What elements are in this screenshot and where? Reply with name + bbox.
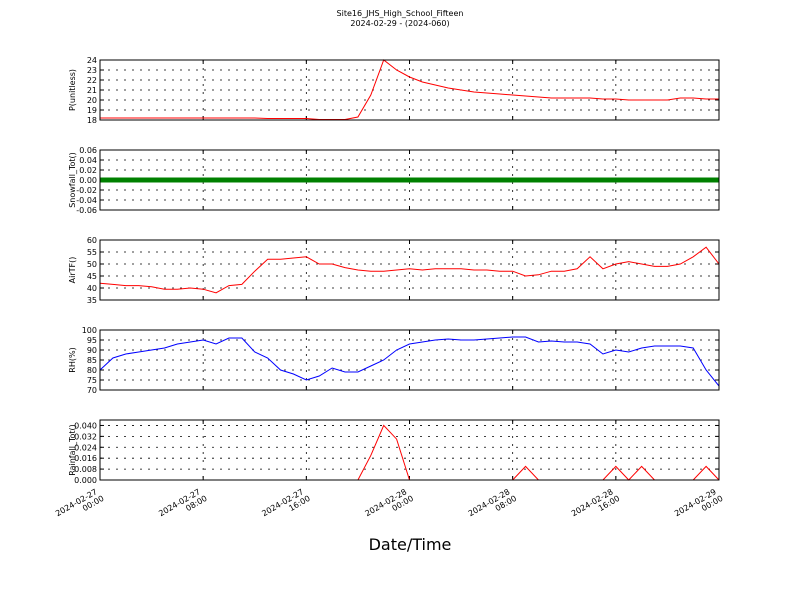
y-axis-label: P(unitless) bbox=[68, 69, 77, 111]
y-tick-label: 40 bbox=[87, 284, 97, 293]
y-tick-label: 70 bbox=[87, 386, 97, 395]
y-tick-label: 0.008 bbox=[74, 465, 97, 474]
data-line bbox=[100, 59, 719, 120]
y-tick-label: 0.00 bbox=[79, 176, 97, 185]
y-tick-label: 21 bbox=[87, 86, 97, 95]
y-axis-label: Snowfall_Tot() bbox=[68, 152, 77, 208]
y-tick-label: -0.06 bbox=[76, 206, 97, 215]
y-tick-label: 0.02 bbox=[79, 166, 97, 175]
y-tick-label: 75 bbox=[87, 376, 97, 385]
y-tick-label: 19 bbox=[87, 106, 97, 115]
y-tick-label: 85 bbox=[87, 356, 97, 365]
y-tick-label: 18 bbox=[87, 116, 97, 125]
y-tick-label: 0.06 bbox=[79, 146, 97, 155]
y-tick-label: -0.02 bbox=[76, 186, 97, 195]
y-tick-label: -0.04 bbox=[76, 196, 97, 205]
y-tick-label: 95 bbox=[87, 336, 97, 345]
y-axis-label: Rainfall_Tot() bbox=[68, 424, 77, 476]
y-tick-label: 0.000 bbox=[74, 476, 97, 485]
y-tick-label: 20 bbox=[87, 96, 97, 105]
y-tick-label: 60 bbox=[87, 236, 97, 245]
y-tick-label: 0.040 bbox=[74, 421, 97, 430]
plot-frame bbox=[99, 239, 720, 301]
y-tick-label: 0.016 bbox=[74, 454, 97, 463]
plot-frame bbox=[99, 419, 720, 481]
y-tick-label: 80 bbox=[87, 366, 97, 375]
plot-frame bbox=[99, 59, 720, 121]
y-tick-label: 50 bbox=[87, 260, 97, 269]
y-tick-label: 55 bbox=[87, 248, 97, 257]
y-tick-label: 23 bbox=[87, 66, 97, 75]
y-tick-label: 22 bbox=[87, 76, 97, 85]
plot-frame bbox=[99, 149, 720, 211]
data-line bbox=[99, 246, 720, 294]
y-axis-label: RH(%) bbox=[68, 347, 77, 372]
chart-title: Site16_JHS_High_School_Fifteen bbox=[337, 9, 464, 18]
y-tick-label: 0.032 bbox=[74, 432, 97, 441]
data-line bbox=[99, 336, 720, 387]
y-tick-label: 24 bbox=[87, 56, 97, 65]
y-axis-label: AirTF() bbox=[68, 257, 77, 284]
y-tick-label: 0.024 bbox=[74, 443, 97, 452]
y-tick-label: 45 bbox=[87, 272, 97, 281]
y-tick-label: 90 bbox=[87, 346, 97, 355]
y-tick-label: 35 bbox=[87, 296, 97, 305]
x-axis-label: Date/Time bbox=[369, 535, 452, 554]
y-tick-label: 100 bbox=[82, 326, 97, 335]
plot-frame bbox=[99, 329, 720, 391]
y-tick-label: 0.04 bbox=[79, 156, 97, 165]
chart-subtitle: 2024-02-29 - (2024-060) bbox=[350, 19, 449, 28]
